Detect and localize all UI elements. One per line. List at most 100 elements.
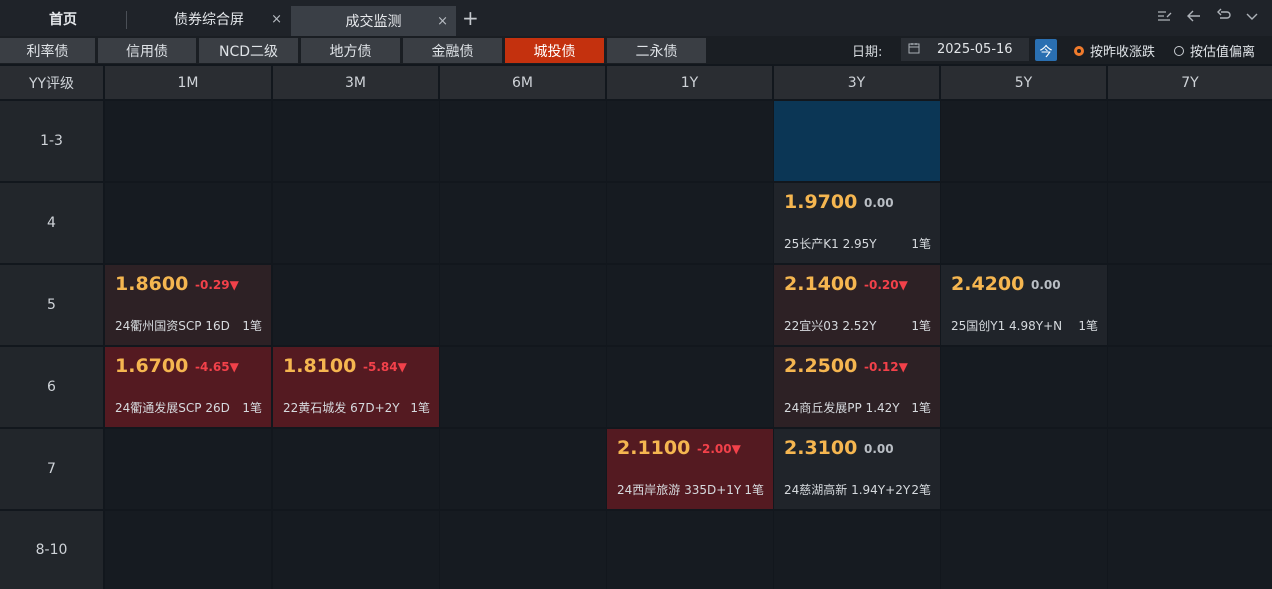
radio-prev-close[interactable]: 按昨收涨跌 — [1074, 41, 1155, 60]
yield-change: 0.00 — [864, 442, 894, 456]
matrix-cell-trade[interactable] — [774, 101, 940, 181]
today-button[interactable]: 今 — [1035, 39, 1057, 61]
matrix-cell-trade[interactable]: 2.4200 0.00 25国创Y1 4.98Y+N 1笔 — [941, 265, 1107, 345]
matrix-cell-trade[interactable]: 2.3100 0.00 24慈湖高新 1.94Y+2Y 2笔 — [774, 429, 940, 509]
matrix-cell-empty[interactable] — [607, 101, 773, 181]
yield-change: -0.20▼ — [864, 278, 908, 292]
matrix-cell-empty[interactable] — [273, 183, 439, 263]
trade-yield: 2.1100 — [617, 437, 691, 459]
matrix-cell-empty[interactable] — [1108, 265, 1272, 345]
tab-home[interactable]: 首页 — [49, 12, 77, 28]
matrix-cell-empty[interactable] — [440, 511, 606, 589]
trade-yield: 2.3100 — [784, 437, 858, 459]
matrix-cell-empty[interactable] — [440, 101, 606, 181]
matrix-cell-trade[interactable]: 2.1400 -0.20▼ 22宜兴03 2.52Y 1笔 — [774, 265, 940, 345]
matrix-cell-empty[interactable] — [1108, 101, 1272, 181]
matrix-cell-empty[interactable] — [273, 511, 439, 589]
row-header: 7 — [0, 429, 103, 509]
matrix-cell-trade[interactable]: 1.8100 -5.84▼ 22黄石城发 67D+2Y 1笔 — [273, 347, 439, 427]
category-tab-rates[interactable]: 利率债 — [0, 38, 95, 63]
column-header[interactable]: 6M — [440, 66, 605, 99]
matrix-cell-empty[interactable] — [440, 183, 606, 263]
trade-count: 1笔 — [1078, 319, 1098, 333]
matrix-cell-empty[interactable] — [941, 347, 1107, 427]
category-tab-credit[interactable]: 信用债 — [98, 38, 196, 63]
chevron-down-icon[interactable] — [1246, 8, 1258, 24]
matrix-cell-empty[interactable] — [440, 265, 606, 345]
trade-yield: 1.8100 — [283, 355, 357, 377]
matrix-cell-empty[interactable] — [774, 511, 940, 589]
tab-divider — [126, 11, 127, 29]
category-tab-financial[interactable]: 金融债 — [403, 38, 502, 63]
matrix-cell-trade[interactable]: 2.2500 -0.12▼ 24商丘发展PP 1.42Y 1笔 — [774, 347, 940, 427]
matrix-cell-empty[interactable] — [941, 511, 1107, 589]
matrix-cell-trade[interactable]: 1.9700 0.00 25长产K1 2.95Y 1笔 — [774, 183, 940, 263]
close-icon[interactable]: × — [271, 11, 282, 27]
tab-trade-monitor[interactable]: 成交监测 × — [291, 6, 456, 36]
matrix-cell-empty[interactable] — [105, 429, 271, 509]
radio-selected-icon — [1074, 45, 1084, 56]
tab-bonds-screen[interactable]: 债券综合屏 × — [128, 5, 290, 33]
yield-change: -0.12▼ — [864, 360, 908, 374]
date-picker[interactable]: 2025-05-16 — [901, 38, 1029, 61]
matrix-cell-empty[interactable] — [105, 101, 271, 181]
edit-list-icon[interactable] — [1156, 8, 1172, 24]
matrix-cell-empty[interactable] — [273, 265, 439, 345]
yield-change: -2.00▼ — [697, 442, 741, 456]
back-arrow-icon[interactable] — [1186, 8, 1202, 24]
bond-name-tenor: 24商丘发展PP 1.42Y — [784, 401, 900, 415]
trade-count: 1笔 — [242, 319, 262, 333]
matrix-cell-empty[interactable] — [105, 183, 271, 263]
matrix-cell-empty[interactable] — [941, 429, 1107, 509]
yield-change: 0.00 — [1031, 278, 1061, 292]
matrix-cell-empty[interactable] — [941, 101, 1107, 181]
bond-name-tenor: 25国创Y1 4.98Y+N — [951, 319, 1063, 333]
radio-prev-close-label: 按昨收涨跌 — [1090, 45, 1156, 60]
column-header[interactable]: 3M — [273, 66, 438, 99]
matrix-cell-empty[interactable] — [607, 347, 773, 427]
matrix-cell-trade[interactable]: 2.1100 -2.00▼ 24西岸旅游 335D+1Y 1笔 — [607, 429, 773, 509]
matrix-cell-empty[interactable] — [607, 183, 773, 263]
trade-yield: 2.2500 — [784, 355, 858, 377]
matrix-cell-empty[interactable] — [607, 265, 773, 345]
matrix-cell-empty[interactable] — [440, 429, 606, 509]
column-header[interactable]: 1M — [105, 66, 271, 99]
date-value: 2025-05-16 — [937, 42, 1013, 57]
matrix-cell-empty[interactable] — [1108, 347, 1272, 427]
column-header[interactable]: 3Y — [774, 66, 939, 99]
bond-name-tenor: 25长产K1 2.95Y — [784, 237, 877, 251]
matrix-cell-trade[interactable]: 1.8600 -0.29▼ 24衢州国资SCP 16D 1笔 — [105, 265, 271, 345]
undo-icon[interactable] — [1216, 8, 1232, 24]
radio-valuation-dev-label: 按估值偏离 — [1190, 45, 1256, 60]
matrix-cell-empty[interactable] — [607, 511, 773, 589]
close-icon[interactable]: × — [437, 13, 448, 29]
row-header: 8-10 — [0, 511, 103, 589]
row-header: 4 — [0, 183, 103, 263]
add-tab-icon[interactable]: + — [462, 6, 479, 30]
bond-name-tenor: 24衢州国资SCP 16D — [115, 319, 230, 333]
column-header[interactable]: 5Y — [941, 66, 1106, 99]
matrix-cell-empty[interactable] — [1108, 511, 1272, 589]
matrix-cell-empty[interactable] — [273, 429, 439, 509]
matrix-cell-empty[interactable] — [941, 183, 1107, 263]
column-header[interactable]: 7Y — [1108, 66, 1272, 99]
radio-valuation-dev[interactable]: 按估值偏离 — [1174, 41, 1255, 60]
column-header[interactable]: 1Y — [607, 66, 772, 99]
matrix-cell-empty[interactable] — [1108, 429, 1272, 509]
matrix-cell-empty[interactable] — [1108, 183, 1272, 263]
category-tab-lgfv[interactable]: 城投债 — [505, 38, 604, 63]
tab-trade-monitor-label: 成交监测 — [345, 14, 402, 30]
matrix-cell-empty[interactable] — [105, 511, 271, 589]
matrix-cell-empty[interactable] — [273, 101, 439, 181]
trade-yield: 2.1400 — [784, 273, 858, 295]
matrix-cell-trade[interactable]: 1.6700 -4.65▼ 24衢通发展SCP 26D 1笔 — [105, 347, 271, 427]
date-label: 日期: — [852, 45, 883, 60]
bond-name-tenor: 24衢通发展SCP 26D — [115, 401, 230, 415]
matrix-cell-empty[interactable] — [440, 347, 606, 427]
category-tab-local-gov[interactable]: 地方债 — [301, 38, 400, 63]
title-bar: 首页 债券综合屏 × 成交监测 × + — [0, 0, 1272, 37]
category-tab-ncd[interactable]: NCD二级 — [199, 38, 298, 63]
category-tab-perpetual[interactable]: 二永债 — [607, 38, 706, 63]
calendar-icon[interactable] — [901, 42, 927, 57]
bond-name-tenor: 22宜兴03 2.52Y — [784, 319, 877, 333]
